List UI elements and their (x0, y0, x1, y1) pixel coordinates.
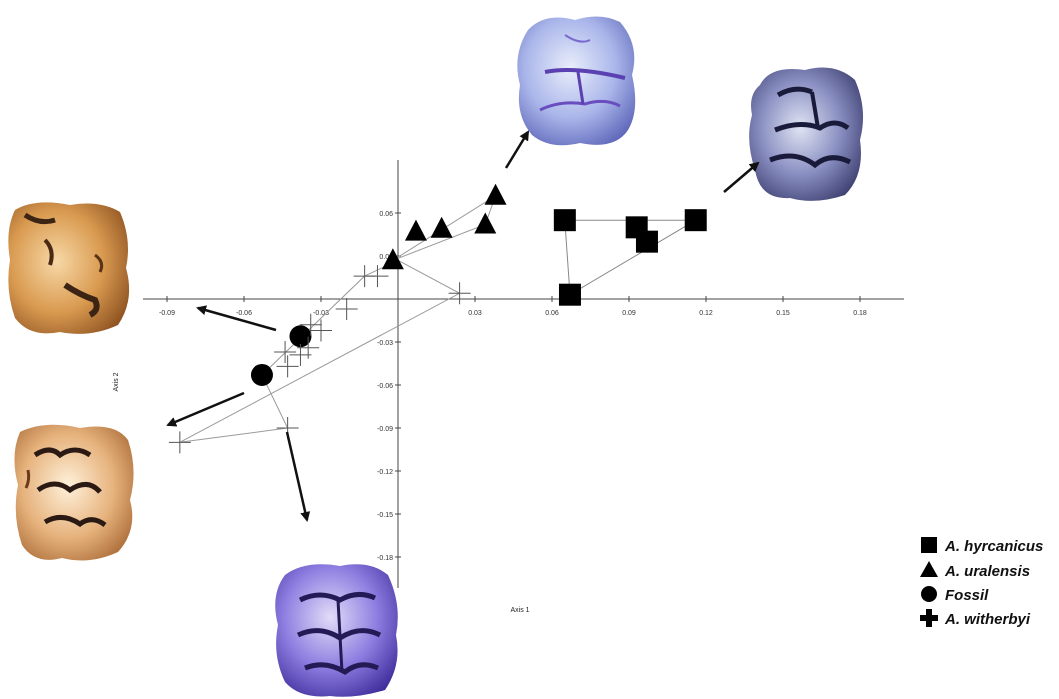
x-tick-label: 0.06 (545, 310, 559, 317)
point-uralensis (474, 212, 497, 234)
x-tick-label: -0.03 (313, 310, 329, 317)
point-witherbyi (168, 431, 191, 454)
y-tick-label: -0.12 (377, 469, 393, 476)
x-tick-label: 0.09 (622, 310, 636, 317)
arrow-to-left-lower-photo (166, 391, 245, 427)
point-uralensis (381, 248, 404, 270)
legend-plus-icon (920, 609, 938, 627)
point-hyrcanicus (553, 209, 576, 232)
point-fossil (250, 363, 273, 386)
point-fossil (289, 325, 312, 348)
x-tick-label: -0.09 (159, 310, 175, 317)
y-tick-label: -0.06 (377, 383, 393, 390)
point-hyrcanicus (635, 230, 658, 253)
hull-plus (179, 259, 461, 443)
point-witherbyi (299, 313, 322, 336)
y-tick-label: -0.09 (377, 426, 393, 433)
x-tick-label: 0.03 (468, 310, 482, 317)
point-witherbyi (335, 298, 358, 321)
point-hyrcanicus (684, 209, 707, 232)
arrow-to-left-upper-photo (196, 305, 277, 332)
legend-label-hyrcanicus: A. hyrcanicus (944, 538, 1043, 555)
tooth-photo-top (517, 16, 636, 146)
legend-label-witherbyi: A. witherbyi (944, 611, 1031, 628)
y-tick-label: -0.18 (377, 555, 393, 562)
arrow-to-top-photo (504, 130, 530, 169)
tooth-photo-left-upper (8, 202, 130, 334)
y-tick-label: -0.15 (377, 512, 393, 519)
legend-circle-icon (921, 586, 937, 602)
y-tick-label: 0.03 (379, 254, 393, 261)
legend: A. hyrcanicus A. uralensis Fossil A. wit… (920, 537, 1043, 628)
tooth-photo-left-lower (14, 424, 134, 561)
legend-triangle-icon (920, 561, 938, 577)
legend-label-uralensis: A. uralensis (944, 563, 1030, 580)
y-tick-labels: 0.06 0.03 -0.03 -0.06 -0.09 -0.12 -0.15 -0.18 (377, 211, 401, 562)
x-tick-label: 0.12 (699, 310, 713, 317)
point-witherbyi (276, 355, 299, 378)
point-witherbyi (366, 265, 389, 288)
x-tick-label: 0.15 (776, 310, 790, 317)
x-tick-label: 0.18 (853, 310, 867, 317)
y-axis-title: Axis 2 (113, 372, 120, 391)
point-uralensis (404, 219, 427, 241)
arrow-to-top-right-photo (723, 161, 760, 193)
point-hyrcanicus (558, 283, 581, 306)
data-points (168, 183, 707, 454)
point-witherbyi (274, 341, 297, 364)
x-axis-title: Axis 1 (510, 607, 529, 614)
legend-square-icon (921, 537, 937, 553)
arrows (166, 130, 760, 522)
point-uralensis (484, 183, 507, 205)
legend-label-fossil: Fossil (945, 587, 989, 604)
point-witherbyi (448, 282, 471, 305)
arrow-to-bottom-photo (285, 431, 311, 522)
tooth-photo-bottom (275, 564, 398, 697)
tooth-photo-top-right (749, 67, 864, 201)
x-tick-labels: -0.09 -0.06 -0.03 0.03 0.06 0.09 0.12 0.15 0.18 (159, 296, 867, 317)
point-witherbyi (289, 343, 312, 366)
y-tick-label: 0.06 (379, 211, 393, 218)
y-tick-label: -0.03 (377, 340, 393, 347)
point-witherbyi (310, 319, 332, 342)
point-uralensis (430, 216, 453, 238)
x-tick-label: -0.06 (236, 310, 252, 317)
